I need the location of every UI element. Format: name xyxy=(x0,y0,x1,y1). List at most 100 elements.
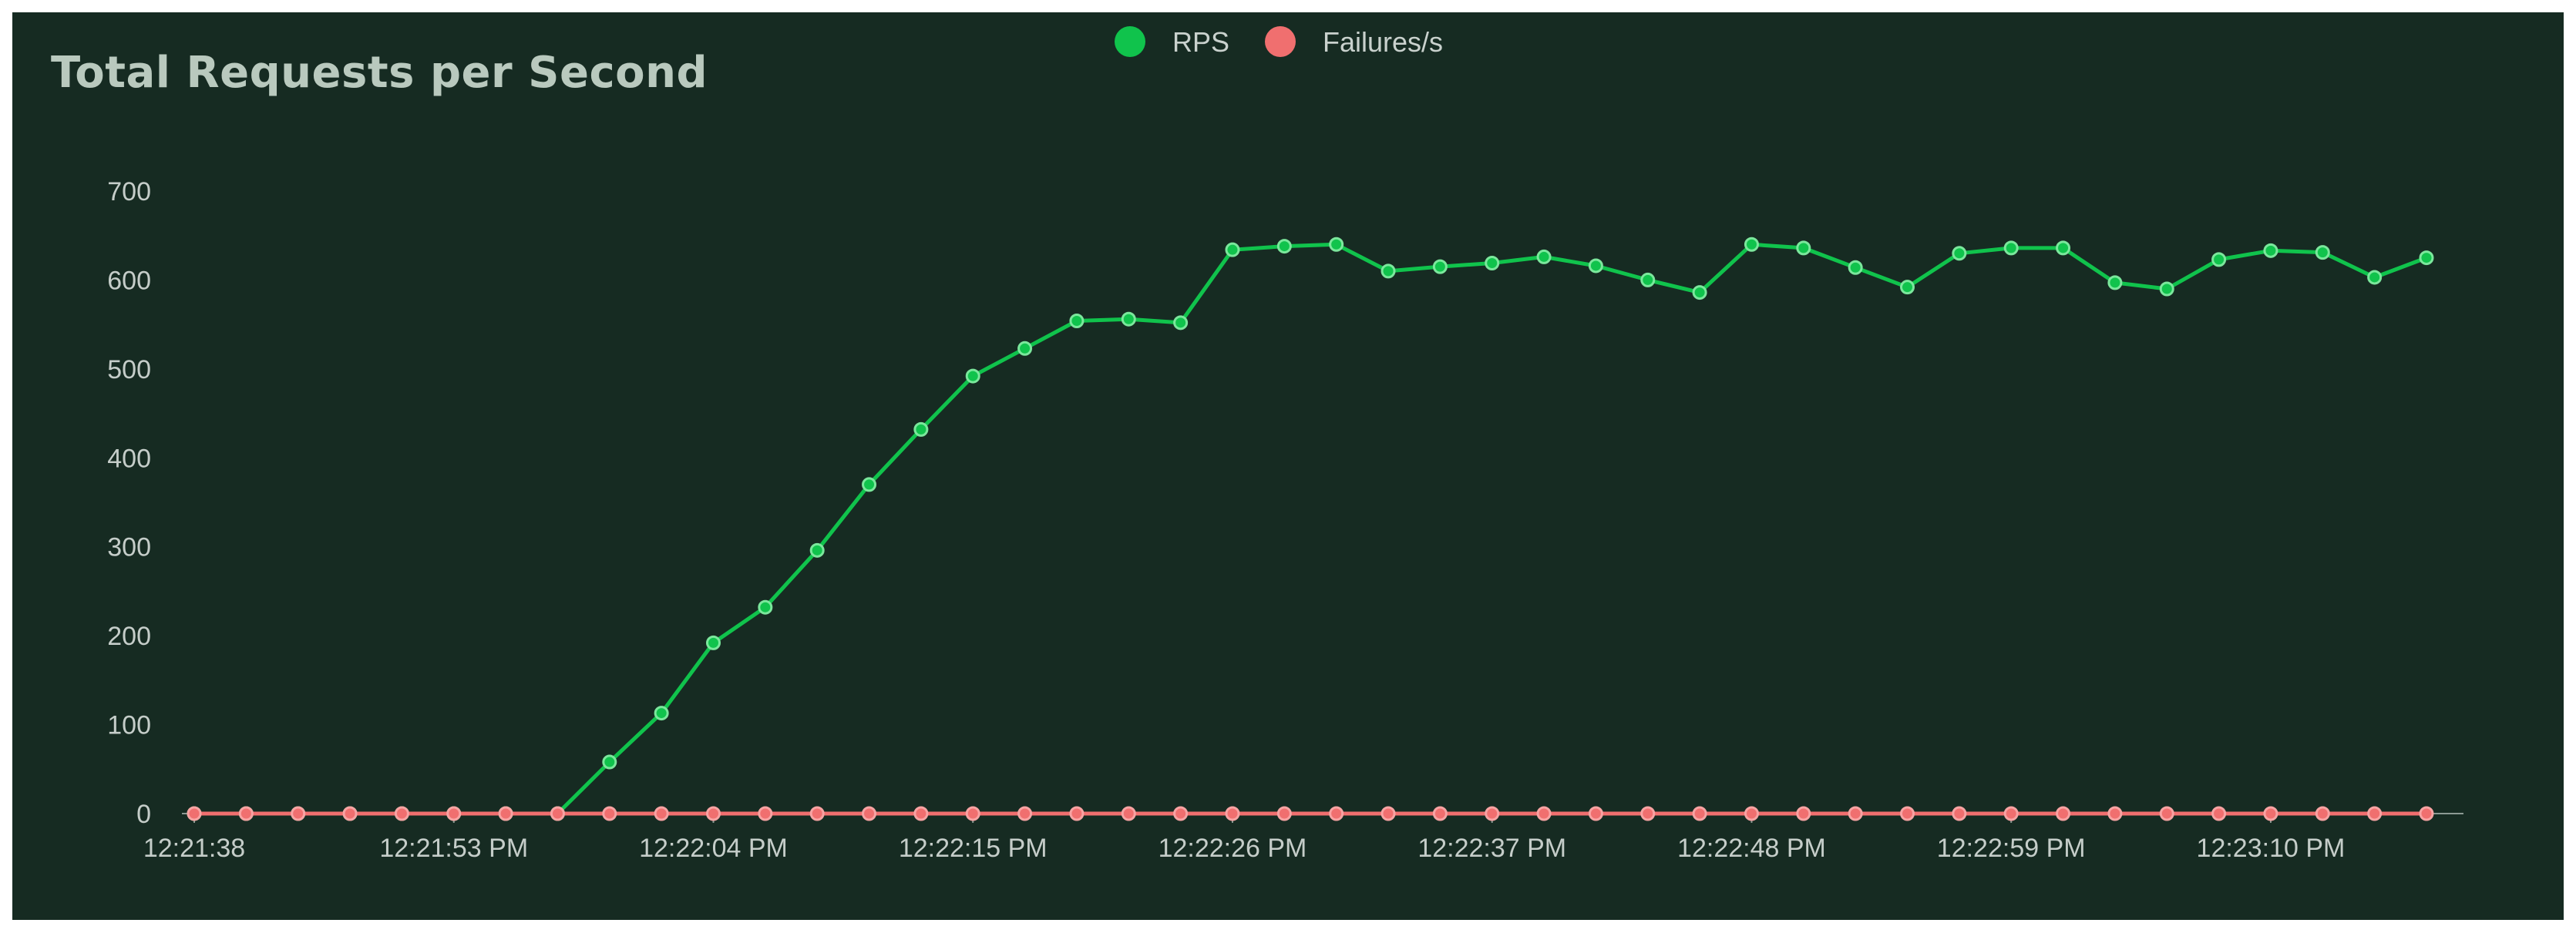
data-point-rps[interactable] xyxy=(1692,285,1707,300)
data-point-failures[interactable] xyxy=(291,806,306,821)
data-point-rps[interactable] xyxy=(809,542,825,558)
data-point-failures[interactable] xyxy=(1536,806,1552,821)
data-point-rps[interactable] xyxy=(1276,239,1292,254)
data-point-rps[interactable] xyxy=(2315,245,2330,260)
data-point-failures[interactable] xyxy=(1173,806,1189,821)
x-tick-label: 12:22:15 PM xyxy=(899,834,1048,863)
data-point-rps[interactable] xyxy=(1121,311,1136,327)
data-point-failures[interactable] xyxy=(342,806,358,821)
data-point-failures[interactable] xyxy=(809,806,825,821)
y-tick-label: 100 xyxy=(107,711,151,740)
data-point-failures[interactable] xyxy=(1380,806,1396,821)
series-layer xyxy=(187,237,2434,821)
data-point-failures[interactable] xyxy=(2419,806,2434,821)
data-point-failures[interactable] xyxy=(1485,806,1500,821)
data-point-failures[interactable] xyxy=(2003,806,2019,821)
data-point-rps[interactable] xyxy=(1485,255,1500,270)
data-point-rps[interactable] xyxy=(1848,260,1863,275)
data-point-rps[interactable] xyxy=(2367,270,2383,285)
data-point-rps[interactable] xyxy=(2263,243,2278,258)
data-point-failures[interactable] xyxy=(498,806,513,821)
data-point-failures[interactable] xyxy=(1588,806,1603,821)
data-point-rps[interactable] xyxy=(1017,341,1033,356)
data-point-rps[interactable] xyxy=(1329,237,1344,252)
data-point-failures[interactable] xyxy=(758,806,773,821)
data-point-failures[interactable] xyxy=(2315,806,2330,821)
data-point-rps[interactable] xyxy=(654,706,669,721)
data-point-failures[interactable] xyxy=(1121,806,1136,821)
legend-marker-failures[interactable] xyxy=(1265,26,1296,57)
x-tick-label: 12:22:04 PM xyxy=(639,834,788,863)
data-point-failures[interactable] xyxy=(394,806,409,821)
data-point-failures[interactable] xyxy=(1952,806,1967,821)
data-point-failures[interactable] xyxy=(446,806,462,821)
data-point-failures[interactable] xyxy=(2211,806,2227,821)
data-point-rps[interactable] xyxy=(602,754,617,770)
y-tick-label: 700 xyxy=(107,177,151,206)
data-point-rps[interactable] xyxy=(2211,252,2227,267)
series-line-rps xyxy=(192,242,2429,816)
y-tick-label: 0 xyxy=(136,800,151,829)
data-point-failures[interactable] xyxy=(965,806,980,821)
data-point-rps[interactable] xyxy=(1952,246,1967,261)
data-point-rps[interactable] xyxy=(705,635,721,650)
x-tick-label: 12:23:10 PM xyxy=(2197,834,2346,863)
data-point-rps[interactable] xyxy=(862,477,877,492)
data-point-failures[interactable] xyxy=(187,806,202,821)
data-point-rps[interactable] xyxy=(1640,272,1656,287)
data-point-rps[interactable] xyxy=(2419,250,2434,266)
legend-label-failures[interactable]: Failures/s xyxy=(1323,26,1443,58)
data-point-failures[interactable] xyxy=(1069,806,1085,821)
data-point-failures[interactable] xyxy=(238,806,254,821)
data-point-failures[interactable] xyxy=(1640,806,1656,821)
x-tick-label: 12:22:59 PM xyxy=(1937,834,2086,863)
data-point-rps[interactable] xyxy=(1069,314,1085,329)
data-point-rps[interactable] xyxy=(2107,275,2123,290)
data-point-failures[interactable] xyxy=(1744,806,1759,821)
data-point-rps[interactable] xyxy=(2003,240,2019,256)
data-point-rps[interactable] xyxy=(965,368,980,384)
data-point-failures[interactable] xyxy=(654,806,669,821)
x-tick-label: 12:22:26 PM xyxy=(1159,834,1307,863)
legend-marker-rps[interactable] xyxy=(1115,26,1145,57)
x-tick-label: 12:21:53 PM xyxy=(379,834,528,863)
data-point-rps[interactable] xyxy=(913,421,929,437)
data-point-rps[interactable] xyxy=(1900,280,1915,295)
data-point-failures[interactable] xyxy=(705,806,721,821)
chart-title: Total Requests per Second xyxy=(51,48,708,98)
data-point-failures[interactable] xyxy=(2263,806,2278,821)
data-point-rps[interactable] xyxy=(1588,258,1603,274)
data-point-failures[interactable] xyxy=(913,806,929,821)
data-point-failures[interactable] xyxy=(1329,806,1344,821)
data-point-failures[interactable] xyxy=(602,806,617,821)
legend-label-rps[interactable]: RPS xyxy=(1172,26,1229,58)
data-point-failures[interactable] xyxy=(1900,806,1915,821)
legend: RPS Failures/s xyxy=(1115,26,1443,58)
data-point-failures[interactable] xyxy=(2107,806,2123,821)
data-point-rps[interactable] xyxy=(1380,263,1396,279)
data-point-rps[interactable] xyxy=(1744,237,1759,252)
data-point-rps[interactable] xyxy=(1432,259,1448,274)
data-point-rps[interactable] xyxy=(1796,240,1811,256)
data-point-failures[interactable] xyxy=(2159,806,2174,821)
data-point-failures[interactable] xyxy=(862,806,877,821)
data-point-rps[interactable] xyxy=(2056,240,2071,256)
data-point-failures[interactable] xyxy=(2367,806,2383,821)
data-point-rps[interactable] xyxy=(1173,315,1189,331)
data-point-failures[interactable] xyxy=(1692,806,1707,821)
data-point-rps[interactable] xyxy=(758,599,773,615)
data-point-failures[interactable] xyxy=(1276,806,1292,821)
y-tick-label: 300 xyxy=(107,533,151,562)
data-point-failures[interactable] xyxy=(550,806,565,821)
data-point-rps[interactable] xyxy=(1225,242,1240,257)
data-point-rps[interactable] xyxy=(2159,281,2174,297)
data-point-failures[interactable] xyxy=(1848,806,1863,821)
data-point-failures[interactable] xyxy=(2056,806,2071,821)
y-tick-label: 500 xyxy=(107,355,151,384)
data-point-rps[interactable] xyxy=(1536,249,1552,264)
data-point-failures[interactable] xyxy=(1225,806,1240,821)
data-point-failures[interactable] xyxy=(1017,806,1033,821)
data-point-failures[interactable] xyxy=(1432,806,1448,821)
data-point-failures[interactable] xyxy=(1796,806,1811,821)
x-tick-label: 12:21:38 xyxy=(143,834,245,863)
